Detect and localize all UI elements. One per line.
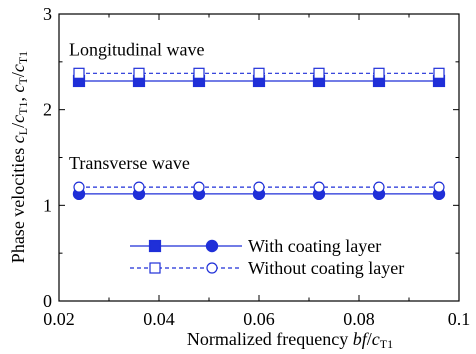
x-tick-label: 0.1 [448,309,471,329]
annotation-label: Transverse wave [69,153,190,173]
data-point [193,67,205,79]
legend-label: With coating layer [248,236,381,256]
annotation-label: Longitudinal wave [69,39,204,59]
data-point [433,67,445,79]
data-point [133,181,145,193]
x-tick-label: 0.04 [143,309,175,329]
legend-marker [149,262,161,274]
data-point [133,67,145,79]
y-tick-label: 1 [43,195,52,215]
annotations: Longitudinal wave Transverse wave [69,39,204,173]
legend-item: With coating layer [130,236,381,256]
data-point [73,67,85,79]
data-point [433,181,445,193]
legend-label: Without coating layer [248,258,404,278]
series-transverse-without-coating [73,181,445,193]
series-marks [72,67,446,201]
x-tick-label: 0.02 [43,309,75,329]
y-axis-label: Phase velocities cL/cT1, cT/cT1 [8,51,30,263]
data-point [73,181,85,193]
x-tick-label: 0.08 [343,309,375,329]
data-point [313,181,325,193]
legend-marker [206,262,218,274]
legend-item: Without coating layer [130,258,404,278]
y-tick-label: 0 [43,291,52,311]
data-point [373,67,385,79]
data-point [193,181,205,193]
data-point [313,67,325,79]
data-point [253,181,265,193]
legend-marker [205,239,219,253]
series-longitudinal-without-coating [73,67,445,79]
y-tick-label: 2 [43,100,52,120]
y-tick-label: 3 [43,4,52,24]
data-point [253,67,265,79]
x-tick-label: 0.06 [243,309,275,329]
axis-ticks: 0.02 0.04 0.06 0.08 0.1 0 1 2 3 [43,4,470,329]
legend-marker [148,239,162,253]
x-axis-label: Normalized frequency bf/cT1 [187,329,393,351]
data-point [373,181,385,193]
